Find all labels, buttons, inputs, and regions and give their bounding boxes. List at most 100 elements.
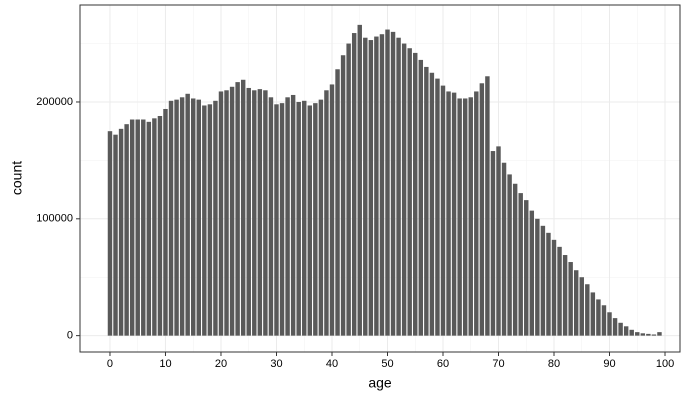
bar [529, 210, 535, 336]
bar [440, 85, 446, 336]
bar [185, 93, 190, 336]
bar [490, 151, 496, 336]
bar [651, 334, 657, 336]
bar [401, 43, 407, 336]
bar [496, 146, 501, 336]
bar [218, 91, 224, 336]
bar [629, 329, 634, 336]
bar [263, 90, 268, 336]
bar [307, 105, 313, 336]
bar [435, 78, 440, 336]
bar [540, 225, 546, 336]
bar [457, 98, 462, 336]
bar [268, 97, 274, 336]
bar [451, 92, 457, 336]
bar [623, 326, 629, 336]
bar [518, 193, 523, 336]
x-tick-label: 30 [270, 358, 282, 370]
bar [285, 97, 290, 336]
bar [124, 124, 129, 336]
bar [562, 255, 568, 336]
bar [379, 34, 385, 336]
x-tick-label: 40 [326, 358, 338, 370]
bar [191, 98, 196, 336]
bar [407, 48, 412, 336]
bar [462, 98, 468, 336]
bar [485, 76, 490, 336]
bar [546, 232, 551, 336]
bar [590, 292, 596, 336]
bar [157, 115, 163, 336]
bar [396, 37, 401, 336]
bar [346, 43, 351, 336]
bar [279, 103, 285, 336]
bar [585, 284, 590, 336]
bar [168, 100, 174, 336]
y-tick-label: 100000 [36, 213, 73, 225]
bar [474, 91, 479, 336]
y-axis-title: count [9, 161, 25, 195]
bar [335, 69, 340, 336]
x-tick-label: 50 [381, 358, 393, 370]
bar [202, 105, 207, 336]
bar [512, 183, 518, 336]
bar [596, 299, 601, 336]
bar [357, 24, 362, 336]
y-tick-label: 0 [67, 330, 73, 342]
bar [557, 246, 562, 336]
bar [429, 72, 435, 336]
bar [479, 83, 485, 336]
bar [468, 97, 473, 336]
bar [640, 333, 646, 336]
bar [507, 174, 512, 336]
bar [340, 55, 346, 336]
bar [257, 89, 263, 336]
bar [213, 100, 218, 336]
bar [302, 100, 307, 336]
bar [524, 200, 529, 336]
bar [446, 91, 451, 336]
bar [573, 270, 579, 336]
bar [113, 134, 118, 336]
bar [135, 119, 140, 336]
x-axis-title: age [368, 375, 392, 391]
x-tick-label: 0 [107, 358, 113, 370]
bar [618, 322, 623, 336]
bar [207, 104, 213, 336]
x-tick-label: 80 [548, 358, 560, 370]
bar [107, 131, 113, 336]
bar [424, 66, 429, 336]
bar [240, 79, 246, 336]
bar [351, 33, 357, 336]
bar [413, 52, 418, 336]
bar [579, 277, 584, 336]
bar [152, 118, 157, 336]
bar [163, 108, 168, 336]
panel-border [79, 4, 681, 353]
y-tick-label: 200000 [36, 96, 73, 108]
bar [657, 332, 662, 336]
bar [224, 90, 229, 336]
bar [229, 86, 235, 336]
bar [129, 119, 135, 336]
bar [635, 332, 640, 336]
x-tick-label: 100 [656, 358, 674, 370]
bar [329, 84, 335, 336]
bar [501, 162, 507, 336]
bar [607, 312, 612, 336]
bar [601, 305, 607, 336]
bar [246, 87, 251, 336]
bar [146, 121, 152, 336]
bar [551, 239, 557, 336]
bar [363, 37, 368, 336]
bar [390, 31, 396, 336]
bar [646, 333, 651, 336]
bar [296, 101, 301, 336]
bar [418, 59, 424, 336]
bar [568, 262, 573, 336]
bar [374, 36, 379, 336]
bar [118, 128, 124, 336]
bar [252, 90, 257, 336]
x-tick-label: 70 [492, 358, 504, 370]
